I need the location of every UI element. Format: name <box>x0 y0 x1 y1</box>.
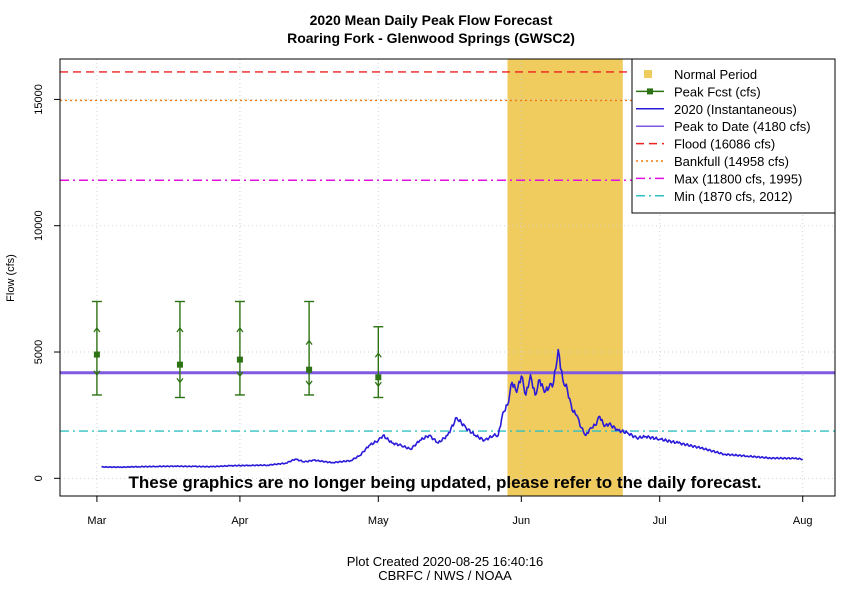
credit-text: CBRFC / NWS / NOAA <box>378 568 512 583</box>
legend-item-max-11800-cfs-1995: Max (11800 cfs, 1995) <box>636 171 802 186</box>
legend-swatch <box>644 70 652 78</box>
legend-box <box>631 58 836 214</box>
y-tick-label: 5000 <box>33 340 45 364</box>
legend-label: 2020 (Instantaneous) <box>674 102 797 117</box>
plot-frame <box>59 58 836 497</box>
legend-item-min-1870-cfs-2012: Min (1870 cfs, 2012) <box>636 189 793 204</box>
forecast-upper-arrow <box>236 326 244 333</box>
y-axis-label: Flow (cfs) <box>5 254 17 302</box>
forecast-lower-arrow <box>236 371 244 378</box>
legend-item-bankfull-14958-cfs: Bankfull (14958 cfs) <box>636 154 789 169</box>
observed-2020-line <box>101 348 804 469</box>
observed-series-layer <box>101 348 804 469</box>
forecast-upper-arrow <box>305 339 313 346</box>
legend-item-normal-period: Normal Period <box>644 67 757 82</box>
forecast-lower-arrow <box>176 377 184 384</box>
legend-label: Normal Period <box>674 67 757 82</box>
legend-label: Max (11800 cfs, 1995) <box>674 171 802 186</box>
chart-title: 2020 Mean Daily Peak Flow Forecast <box>309 12 553 28</box>
x-tick-label: Mar <box>87 515 106 527</box>
legend-marker <box>647 88 653 95</box>
forecast-series-layer <box>91 300 384 399</box>
legend-label: Peak to Date (4180 cfs) <box>674 119 811 134</box>
legend-label: Peak Fcst (cfs) <box>674 84 761 99</box>
forecast-lower-arrow <box>305 380 313 386</box>
forecast-lower-arrow <box>374 381 382 388</box>
x-tick-label: May <box>368 515 389 527</box>
forecast-lower-arrow <box>93 370 101 376</box>
y-tick-label: 10000 <box>33 210 45 241</box>
x-tick-label: Jul <box>653 515 667 527</box>
forecast-point <box>176 361 183 368</box>
legend: Normal Period Peak Fcst (cfs) 2020 (Instan… <box>631 58 836 214</box>
chart-subtitle: Roaring Fork - Glenwood Springs (GWSC2) <box>287 30 575 46</box>
forecast-upper-arrow <box>93 326 101 333</box>
notice-text: These graphics are no longer being updat… <box>129 473 762 492</box>
legend-item-peak-fcst-cfs: Peak Fcst (cfs) <box>636 84 761 99</box>
forecast-point <box>375 374 382 381</box>
legend-label: Min (1870 cfs, 2012) <box>674 189 793 204</box>
forecast-point <box>236 356 243 363</box>
x-tick-label: Aug <box>793 515 813 527</box>
y-tick-label: 15000 <box>33 84 45 115</box>
legend-label: Flood (16086 cfs) <box>674 137 775 152</box>
x-tick-label: Jun <box>512 515 530 527</box>
legend-label: Bankfull (14958 cfs) <box>674 154 789 169</box>
plot-created-text: Plot Created 2020-08-25 16:40:16 <box>346 554 544 569</box>
y-tick-label: 0 <box>33 475 45 481</box>
legend-item-peak-to-date-4180-cfs: Peak to Date (4180 cfs) <box>636 119 811 134</box>
forecast-point <box>306 366 313 373</box>
forecast-point <box>93 351 100 358</box>
forecast-upper-arrow <box>374 352 382 358</box>
forecast-upper-arrow <box>176 326 184 333</box>
legend-item-2020-instantaneous: 2020 (Instantaneous) <box>636 102 797 117</box>
legend-item-flood-16086-cfs: Flood (16086 cfs) <box>636 137 775 152</box>
axis-layer: 0 5000 10000 15000 Mar Apr May Jun Jul Aug <box>33 84 812 527</box>
x-tick-label: Apr <box>231 515 248 527</box>
